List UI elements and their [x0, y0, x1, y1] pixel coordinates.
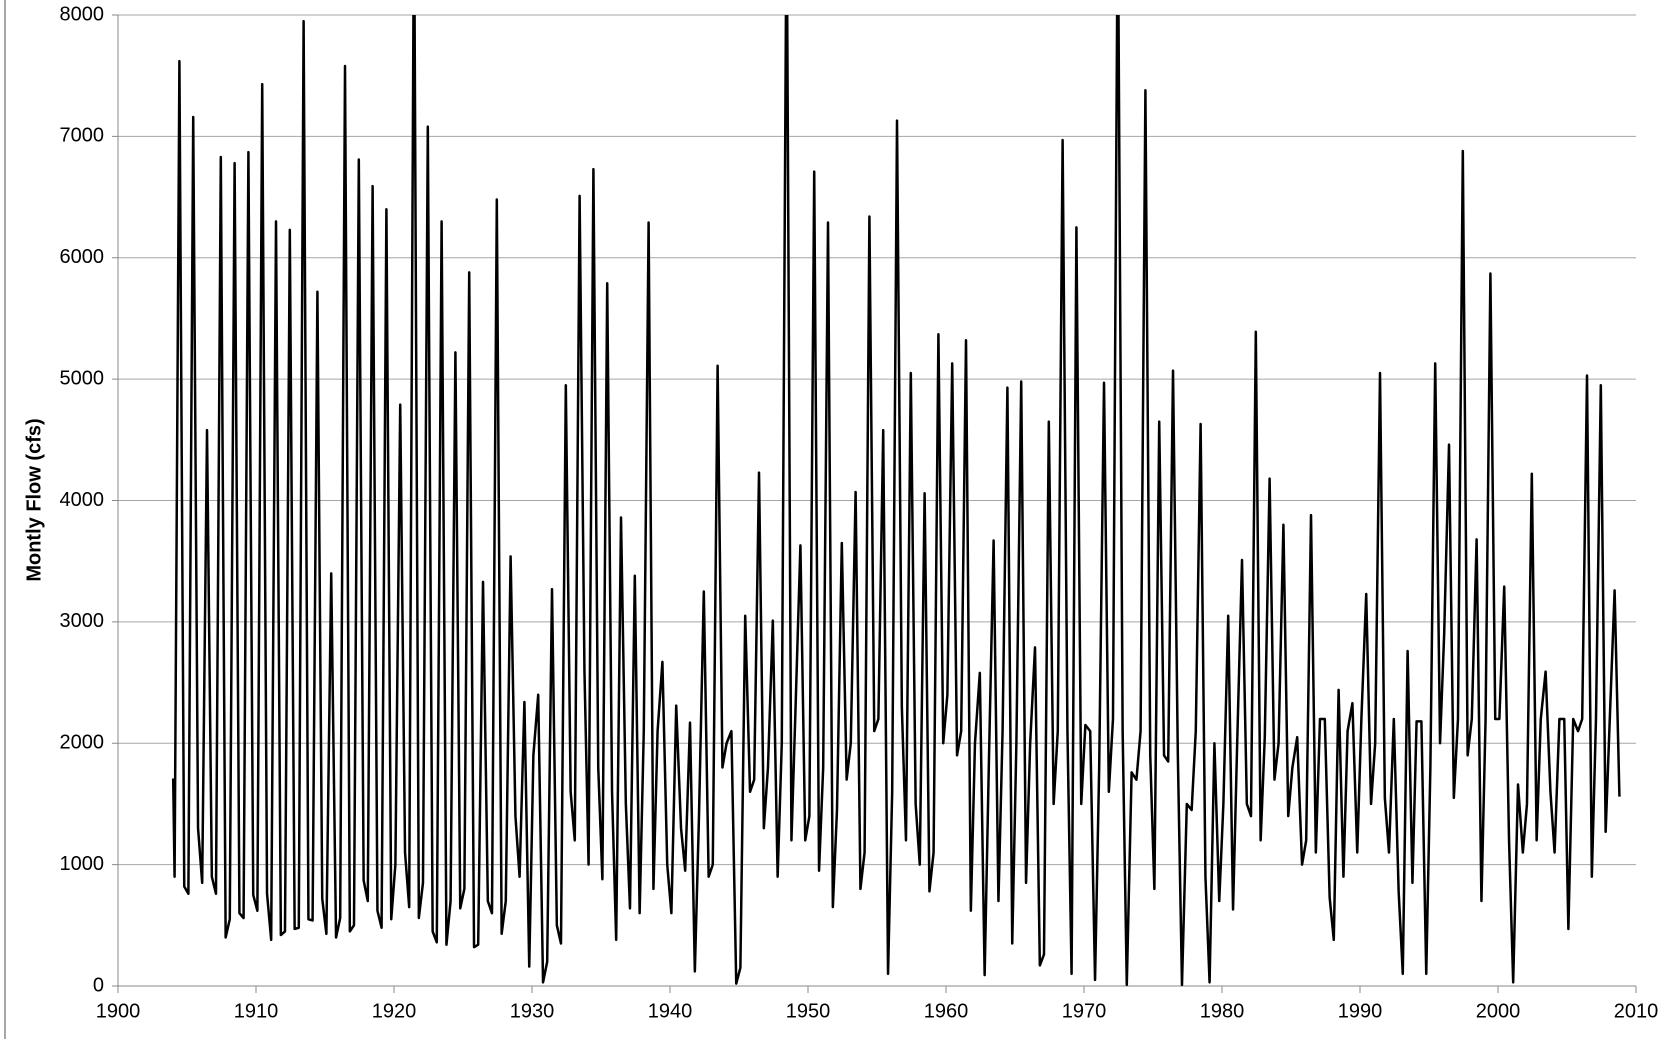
y-tick-label: 7000 [60, 125, 105, 147]
y-tick-label: 8000 [60, 3, 105, 25]
y-axis-label: Montly Flow (cfs) [23, 418, 45, 581]
y-tick-label: 2000 [60, 732, 105, 754]
x-tick-label: 1920 [372, 1000, 417, 1022]
x-tick-label: 1970 [1062, 1000, 1107, 1022]
y-tick-label: 5000 [60, 367, 105, 389]
x-tick-label: 2010 [1614, 1000, 1659, 1022]
y-tick-label: 1000 [60, 853, 105, 875]
x-tick-label: 1980 [1200, 1000, 1245, 1022]
x-tick-label: 1960 [924, 1000, 969, 1022]
y-tick-label: 0 [93, 974, 104, 996]
y-tick-label: 3000 [60, 610, 105, 632]
x-tick-label: 1940 [648, 1000, 693, 1022]
x-tick-label: 1990 [1338, 1000, 1383, 1022]
x-tick-label: 1950 [786, 1000, 831, 1022]
y-tick-label: 6000 [60, 246, 105, 268]
x-tick-label: 1910 [234, 1000, 279, 1022]
x-tick-label: 1900 [96, 1000, 141, 1022]
flow-line [171, 15, 1621, 986]
x-tick-label: 2000 [1476, 1000, 1521, 1022]
x-tick-label: 1930 [510, 1000, 555, 1022]
y-tick-label: 4000 [60, 489, 105, 511]
